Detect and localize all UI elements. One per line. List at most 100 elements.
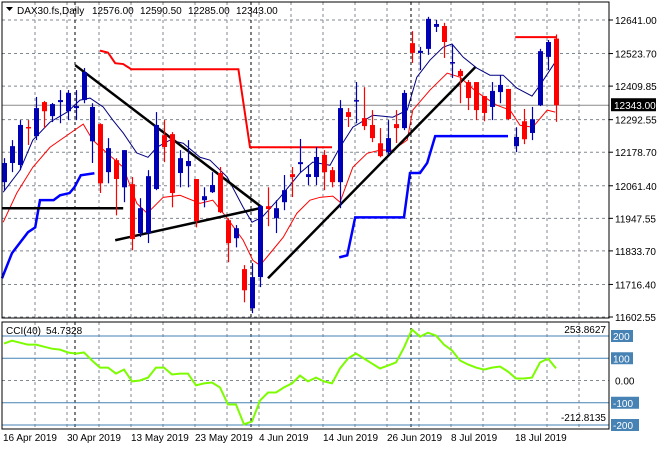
candle bbox=[122, 150, 127, 203]
candle bbox=[42, 100, 47, 129]
candle bbox=[402, 90, 407, 131]
candle-body bbox=[538, 51, 543, 106]
candle bbox=[26, 120, 31, 145]
candle-body bbox=[394, 124, 399, 129]
candle bbox=[242, 265, 247, 303]
date-axis-label: 13 May 2019 bbox=[131, 433, 189, 444]
channel-lower-line bbox=[338, 134, 508, 259]
candle-body bbox=[322, 154, 327, 173]
candle bbox=[98, 123, 103, 194]
price-axis-label: 11947.55 bbox=[615, 214, 656, 225]
low-value: 12285.00 bbox=[188, 6, 230, 17]
cci-axis-label: 0.00 bbox=[615, 377, 635, 388]
candle-body bbox=[450, 62, 455, 64]
grid bbox=[2, 2, 609, 429]
candle-body bbox=[354, 100, 359, 102]
candle-body bbox=[346, 112, 351, 117]
high-value: 12590.50 bbox=[140, 6, 182, 17]
candle-body bbox=[186, 160, 191, 167]
cci-axis-label: -100 bbox=[613, 399, 633, 410]
candle bbox=[554, 34, 559, 122]
candle-body bbox=[178, 158, 183, 174]
candle-body bbox=[250, 277, 255, 309]
candle-body bbox=[114, 160, 119, 180]
candle bbox=[218, 167, 223, 214]
candle bbox=[290, 167, 295, 198]
candle bbox=[466, 80, 471, 111]
candle-body bbox=[402, 92, 407, 129]
candle-body bbox=[330, 170, 335, 183]
cci-axis-label: 200 bbox=[613, 332, 630, 343]
candle bbox=[538, 48, 543, 107]
candle bbox=[90, 103, 95, 164]
channel-upper-line bbox=[99, 49, 332, 149]
candle-body bbox=[298, 162, 303, 165]
candle bbox=[458, 68, 463, 104]
date-axis-label: 16 Apr 2019 bbox=[3, 433, 57, 444]
candle bbox=[330, 167, 335, 188]
candle bbox=[522, 108, 527, 145]
candle bbox=[34, 96, 39, 141]
candle-body bbox=[210, 185, 215, 193]
candle bbox=[362, 87, 367, 131]
candle-body bbox=[522, 121, 527, 140]
candle bbox=[490, 82, 495, 121]
cci-line bbox=[3, 327, 557, 426]
candle bbox=[442, 22, 447, 59]
indicator-overlays bbox=[0, 36, 557, 280]
candle-body bbox=[170, 134, 175, 194]
candle-body bbox=[386, 138, 391, 153]
trendline bbox=[267, 66, 477, 280]
candle bbox=[162, 120, 167, 163]
channel-lower-line bbox=[0, 172, 95, 279]
price-axis-label: 12523.70 bbox=[615, 50, 657, 61]
candle bbox=[378, 128, 383, 158]
cci-axis-label: -200 bbox=[613, 421, 633, 432]
candle-body bbox=[194, 179, 199, 222]
candle-body bbox=[130, 184, 135, 240]
trendline bbox=[74, 64, 263, 209]
candle bbox=[282, 175, 287, 211]
candle bbox=[386, 120, 391, 155]
candle bbox=[434, 20, 439, 33]
price-axis-label: 11716.40 bbox=[615, 280, 656, 291]
candle bbox=[338, 100, 343, 209]
date-axis-label: 26 Jun 2019 bbox=[387, 433, 442, 444]
candle bbox=[314, 146, 319, 186]
candle-body bbox=[58, 100, 63, 103]
candle-body bbox=[18, 124, 23, 166]
candle-body bbox=[546, 42, 551, 57]
candle-body bbox=[530, 119, 535, 133]
cci-indicator bbox=[2, 327, 609, 426]
candle-body bbox=[10, 146, 15, 164]
candle-body bbox=[154, 124, 159, 190]
candle-body bbox=[490, 90, 495, 107]
candle-body bbox=[282, 190, 287, 203]
candle-body bbox=[82, 72, 87, 101]
candle-body bbox=[410, 43, 415, 53]
candle bbox=[530, 106, 535, 141]
price-axis-label: 12641.00 bbox=[615, 16, 657, 27]
candle bbox=[178, 150, 183, 188]
cci-value: 54.7328 bbox=[46, 326, 83, 337]
candle-body bbox=[274, 208, 279, 219]
candle-body bbox=[370, 124, 375, 139]
price-axis-label: 11602.55 bbox=[615, 313, 656, 324]
candle-body bbox=[474, 82, 479, 111]
price-axis-label: 12061.40 bbox=[615, 182, 657, 193]
candle-body bbox=[2, 163, 7, 183]
date-axis-label: 14 Jun 2019 bbox=[323, 433, 378, 444]
candle-body bbox=[482, 96, 487, 113]
candle bbox=[370, 110, 375, 143]
axes: 12641.00 12523.70 12409.85 12292.55 12178.70… bbox=[3, 16, 657, 444]
date-axis-label: 4 Jun 2019 bbox=[259, 433, 309, 444]
trendline bbox=[114, 206, 261, 242]
candle bbox=[426, 16, 431, 55]
candle-body bbox=[338, 108, 343, 183]
candle-body bbox=[258, 206, 263, 278]
candle bbox=[66, 90, 71, 121]
candle-body bbox=[434, 24, 439, 27]
collapse-triangle-icon[interactable] bbox=[6, 7, 13, 11]
